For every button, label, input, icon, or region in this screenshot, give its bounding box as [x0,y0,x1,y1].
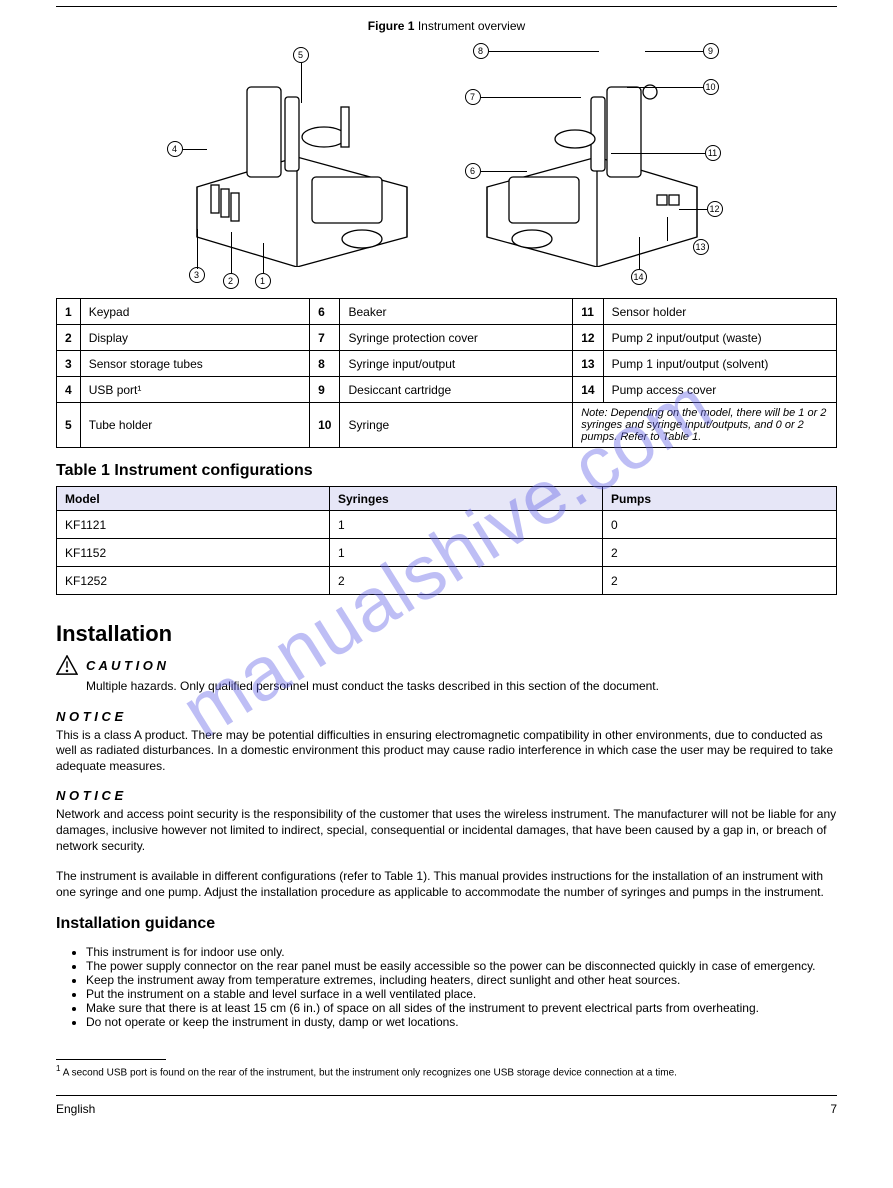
table1-heading: Table 1 Instrument configurations [56,462,837,480]
table-header-row: Model Syringes Pumps [57,487,837,511]
table-row: KF115212 [57,539,837,567]
list-item: Make sure that there is at least 15 cm (… [86,1001,837,1015]
caution-body: Multiple hazards. Only qualified personn… [56,679,837,695]
col-syringes: Syringes [330,487,603,511]
device-left [177,67,437,267]
figure-caption: Figure 1 Instrument overview [56,19,837,33]
callout-1: 1 [255,273,271,289]
callout-6: 6 [465,163,481,179]
figure-label: Figure 1 [368,19,418,33]
footer-right: 7 [830,1102,837,1116]
caution-label: C A U T I O N [86,658,166,673]
figure-title: Instrument overview [418,19,525,33]
list-item: Put the instrument on a stable and level… [86,987,837,1001]
table-row: 3Sensor storage tubes 8Syringe input/out… [57,351,837,377]
footnote: 1 A second USB port is found on the rear… [56,1064,837,1079]
warning-icon [56,655,78,675]
col-model: Model [57,487,330,511]
instrument-diagram: 1 2 3 4 5 6 7 8 9 10 11 12 13 14 [167,37,727,287]
list-item: Keep the instrument away from temperatur… [86,973,837,987]
table-row: 1Keypad 6Beaker 11Sensor holder [57,299,837,325]
callout-12: 12 [707,201,723,217]
installation-heading: Installation [56,621,837,647]
parts-table: 1Keypad 6Beaker 11Sensor holder 2Display… [56,298,837,448]
top-rule [56,6,837,7]
table-row: 5Tube holder 10Syringe Note: Depending o… [57,403,837,448]
callout-11: 11 [705,145,721,161]
footer-left: English [56,1102,95,1116]
table-row: 2Display 7Syringe protection cover 12Pum… [57,325,837,351]
notice-label: N O T I C E [56,709,123,724]
notice-block-1: N O T I C E This is a class A product. T… [56,709,837,775]
notice-body: This is a class A product. There may be … [56,728,837,775]
header-left: General information [56,0,161,2]
caution-block: C A U T I O N Multiple hazards. Only qua… [56,655,837,695]
table-row: KF125222 [57,567,837,595]
guidance-list: This instrument is for indoor use only. … [56,945,837,1029]
footnote-rule [56,1059,166,1060]
list-item: Do not operate or keep the instrument in… [86,1015,837,1029]
callout-8: 8 [473,43,489,59]
callout-10: 10 [703,79,719,95]
callout-3: 3 [189,267,205,283]
callout-5: 5 [293,47,309,63]
footnote-text: A second USB port is found on the rear o… [63,1067,677,1078]
notice-block-2: N O T I C E Network and access point sec… [56,788,837,854]
table-row: 4USB port¹ 9Desiccant cartridge 14Pump a… [57,377,837,403]
table-row: KF112110 [57,511,837,539]
parts-note: Note: Depending on the model, there will… [573,403,837,448]
notice-body-2: Network and access point security is the… [56,807,837,854]
callout-9: 9 [703,43,719,59]
callout-4: 4 [167,141,183,157]
col-pumps: Pumps [603,487,837,511]
list-item: The power supply connector on the rear p… [86,959,837,973]
callout-13: 13 [693,239,709,255]
config-table: Model Syringes Pumps KF112110 KF115212 K… [56,486,837,595]
callout-14: 14 [631,269,647,285]
callout-7: 7 [465,89,481,105]
footnote-marker: 1 [56,1064,60,1073]
installation-para: The instrument is available in different… [56,868,837,900]
callout-2: 2 [223,273,239,289]
list-item: This instrument is for indoor use only. [86,945,837,959]
notice-label-2: N O T I C E [56,788,123,803]
guidance-heading: Installation guidance [56,915,837,933]
figure-block: Figure 1 Instrument overview [56,19,837,290]
